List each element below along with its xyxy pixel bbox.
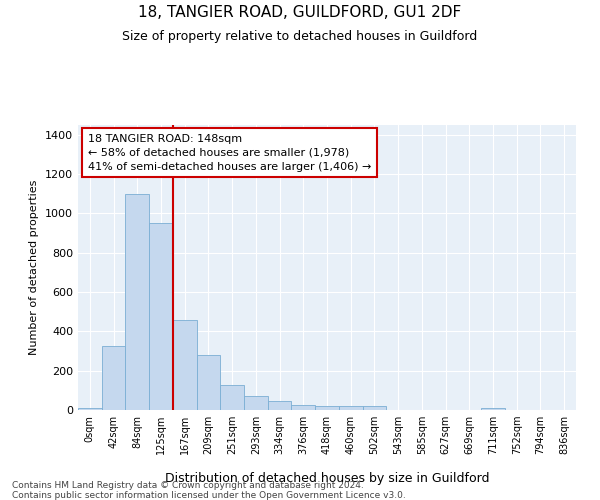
- Bar: [244, 396, 268, 410]
- Bar: [339, 406, 362, 410]
- Text: Contains HM Land Registry data © Crown copyright and database right 2024.
Contai: Contains HM Land Registry data © Crown c…: [12, 480, 406, 500]
- Bar: [268, 401, 292, 410]
- Bar: [78, 408, 102, 410]
- Text: Distribution of detached houses by size in Guildford: Distribution of detached houses by size …: [165, 472, 489, 485]
- Bar: [362, 406, 386, 410]
- Bar: [315, 406, 339, 410]
- Bar: [197, 355, 220, 410]
- Bar: [292, 405, 315, 410]
- Y-axis label: Number of detached properties: Number of detached properties: [29, 180, 40, 355]
- Bar: [481, 408, 505, 410]
- Bar: [220, 386, 244, 410]
- Bar: [149, 224, 173, 410]
- Text: 18 TANGIER ROAD: 148sqm
← 58% of detached houses are smaller (1,978)
41% of semi: 18 TANGIER ROAD: 148sqm ← 58% of detache…: [88, 134, 371, 172]
- Bar: [102, 346, 125, 410]
- Bar: [173, 320, 197, 410]
- Text: 18, TANGIER ROAD, GUILDFORD, GU1 2DF: 18, TANGIER ROAD, GUILDFORD, GU1 2DF: [139, 5, 461, 20]
- Bar: [125, 194, 149, 410]
- Text: Size of property relative to detached houses in Guildford: Size of property relative to detached ho…: [122, 30, 478, 43]
